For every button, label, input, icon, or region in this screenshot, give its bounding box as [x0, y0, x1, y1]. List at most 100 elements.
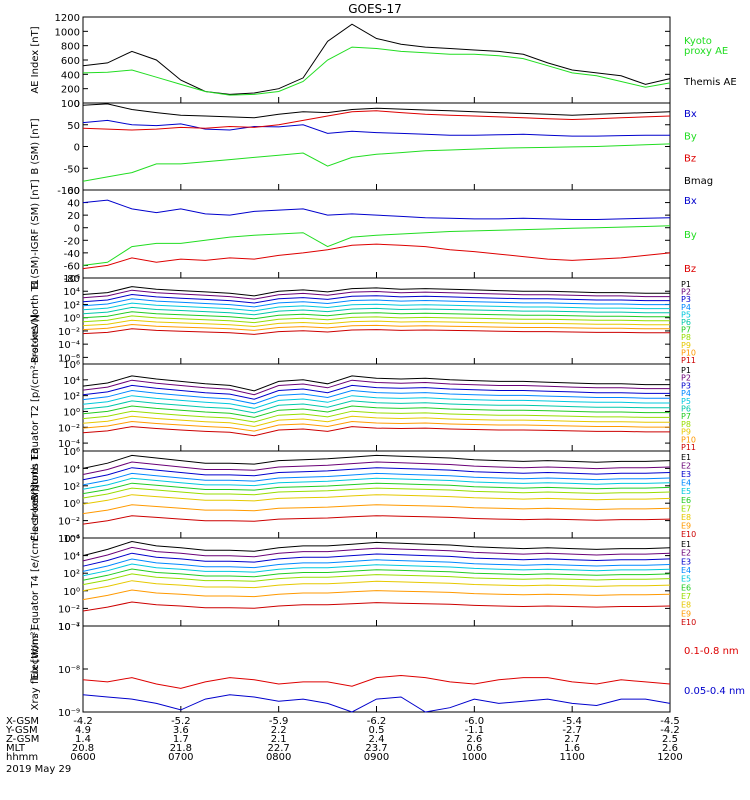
legend-channel-pe: P1: [681, 366, 691, 375]
ephemeris-value-ygsm: -2.7: [562, 725, 582, 736]
y-tick-label-bigrf: -20: [64, 236, 80, 247]
legend-channel-pn: P4: [681, 303, 691, 312]
y-tick-label-ee: 10²: [63, 569, 80, 580]
legend-entry-b: Bz: [684, 154, 696, 165]
y-tick-label-bigrf: 20: [67, 211, 80, 222]
y-axis-label-pn: Protons North T1: [30, 279, 41, 363]
y-tick-label-ee: 10⁻²: [58, 604, 80, 615]
series-line-pn-p1: [82, 286, 670, 297]
legend-channel-ee: E10: [681, 618, 696, 627]
y-tick-label-pn: 10⁰: [63, 314, 80, 325]
ephemeris-value-ygsm: 0.5: [369, 725, 385, 736]
legend-channel-pn: P1: [681, 280, 691, 289]
series-line-pe-p1: [82, 375, 670, 392]
legend-channel-pn: P11: [681, 356, 696, 365]
legend-channel-pe: P8: [681, 420, 691, 429]
series-line-pn-p2: [82, 289, 670, 300]
y-tick-label-b: -50: [64, 164, 80, 175]
series-line-en-e7: [82, 487, 671, 499]
ephemeris-value-ygsm: 3.6: [173, 725, 189, 736]
series-line-en-e9: [82, 504, 671, 515]
y-axis-label-en: Electrons North T3: [30, 448, 41, 541]
series-line-b-by: [82, 143, 671, 182]
legend-entry-b: Bx: [684, 109, 697, 120]
legend-channel-en: E5: [681, 487, 691, 496]
ephemeris-value-xgsm: -5.2: [171, 716, 191, 727]
series-line-ee-e2: [82, 546, 671, 562]
legend-entry-bigrf: Bx: [684, 196, 697, 207]
ephemeris-row-label: hhmm: [6, 752, 38, 763]
y-tick-label-en: 10⁰: [63, 499, 80, 510]
y-tick-label-pn: 10⁻²: [58, 327, 80, 338]
ephemeris-value-hhmm: 1200: [657, 752, 682, 763]
series-line-en-e2: [82, 461, 671, 475]
y-tick-label-b: 100: [61, 99, 80, 110]
series-line-ae-kyoto-proxy-ae: [82, 46, 671, 96]
series-line-b-bx: [82, 119, 670, 137]
series-line-pn-p11: [82, 328, 670, 335]
series-line-ae-themis-ae: [82, 23, 671, 95]
legend-entry-xray: 0.1-0.8 nm: [684, 646, 739, 657]
series-line-en-e6: [82, 482, 671, 495]
series-line-pe-p11: [82, 426, 670, 437]
series-line-pe-p8: [82, 410, 670, 423]
y-tick-label-b: 0: [74, 143, 80, 154]
panel-frame-ee: [82, 537, 671, 627]
panel-frame-bigrf: [82, 189, 671, 279]
series-line-pn-p7: [82, 311, 670, 320]
y-tick-label-b: 50: [67, 121, 80, 132]
y-tick-label-en: 10²: [63, 482, 80, 493]
series-line-pn-p8: [82, 315, 670, 324]
y-tick-label-bigrf: 0: [74, 224, 80, 235]
y-tick-label-pn: 10⁻⁶: [58, 353, 80, 364]
y-axis-label-ae: AE Index [nT]: [30, 26, 41, 93]
legend-channel-en: E7: [681, 504, 691, 513]
y-tick-label-ae: 1000: [55, 27, 80, 38]
legend-channel-en: E6: [681, 496, 691, 505]
y-tick-label-ee: 10⁴: [63, 552, 80, 563]
series-line-pe-p6: [82, 400, 670, 414]
series-line-ee-e5: [82, 563, 671, 577]
y-tick-label-ae: 0: [74, 99, 80, 110]
series-line-ee-e3: [82, 552, 671, 567]
series-line-pe-p7: [82, 405, 670, 418]
y-axis-label-ee: Electrons Equator T4 [e/(cm²-s-sr-keV)]: [30, 484, 41, 679]
ephemeris-value-ygsm: -4.2: [660, 725, 680, 736]
legend-channel-pe: P2: [681, 374, 691, 383]
series-line-pe-p3: [82, 384, 670, 400]
y-tick-label-en: 10⁻²: [58, 517, 80, 528]
ephemeris-value-xgsm: -5.4: [562, 716, 582, 727]
y-tick-label-pe: 10⁰: [63, 407, 80, 418]
legend-channel-pe: P4: [681, 389, 691, 398]
series-line-bigrf-bz: [82, 243, 671, 270]
y-axis-label-pe: Protons Equator T2 [p/(cm²-s-sr-keV)]: [30, 314, 41, 501]
legend-channel-pe: P5: [681, 397, 691, 406]
ephemeris-value-hhmm: 0800: [266, 752, 291, 763]
legend-channel-pn: P7: [681, 326, 691, 335]
ephemeris-value-hhmm: 0600: [70, 752, 95, 763]
legend-channel-ee: E7: [681, 592, 691, 601]
legend-entry-ae: Kyoto: [684, 36, 712, 47]
ephemeris-row-label: Z-GSM: [6, 734, 39, 745]
legend-entry-bigrf: Bz: [684, 264, 696, 275]
y-tick-label-en: 10⁶: [63, 447, 80, 458]
legend-channel-en: E3: [681, 470, 691, 479]
panel-frame-ae: [82, 16, 671, 104]
y-tick-label-pe: 10⁻⁴: [58, 439, 80, 450]
ephemeris-value-xgsm: -6.2: [367, 716, 387, 727]
y-axis-label-xray: Xray flux [W/m²]: [30, 628, 41, 711]
ephemeris-value-hhmm: 1100: [559, 752, 584, 763]
ephemeris-value-ygsm: 2.2: [271, 725, 287, 736]
legend-channel-pn: P3: [681, 295, 691, 304]
series-line-en-e1: [82, 454, 671, 469]
y-tick-label-ae: 600: [61, 56, 80, 67]
series-line-ee-e7: [82, 573, 671, 586]
ephemeris-value-zgsm: 2.1: [271, 734, 287, 745]
legend-channel-pn: P8: [681, 333, 691, 342]
ephemeris-value-mlt: 23.7: [365, 743, 387, 754]
legend-channel-pe: P10: [681, 435, 696, 444]
legend-channel-en: E4: [681, 479, 691, 488]
ephemeris-row-label: MLT: [6, 743, 26, 754]
series-line-en-e10: [82, 515, 671, 525]
y-tick-label-xray: 10⁻⁸: [58, 665, 80, 676]
